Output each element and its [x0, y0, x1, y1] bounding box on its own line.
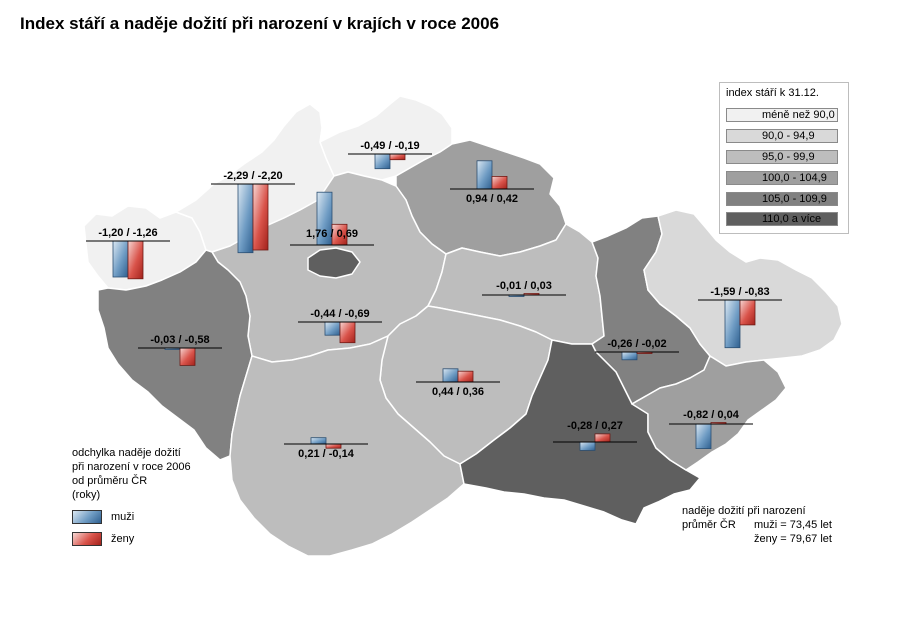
cr-average-label: průměr ČR — [682, 519, 736, 531]
legend-item: méně než 90,0 — [726, 108, 841, 123]
region-value-label: 0,94 / 0,42 — [466, 193, 518, 205]
region-bars-kralovehradecky: 0,94 / 0,42 — [450, 160, 534, 205]
cr-average-note: naděje dožití při narození průměr ČR muži… — [682, 504, 832, 546]
cr-average-men: muži = 73,45 let — [754, 519, 832, 531]
men-bar — [695, 423, 712, 450]
legend-item: 105,0 - 109,9 — [726, 192, 841, 207]
region-value-label: -0,28 / 0,27 — [567, 420, 623, 432]
men-bar — [310, 437, 327, 445]
men-bar — [442, 368, 459, 383]
women-bar — [127, 240, 144, 280]
women-bar — [739, 299, 756, 326]
region-value-label: -2,29 / -2,20 — [223, 170, 282, 182]
region-value-label: -0,44 / -0,69 — [310, 308, 369, 320]
region-bars-ustecky: -2,29 / -2,20 — [211, 170, 295, 254]
region-bars-plzensky: -0,03 / -0,58 — [138, 334, 222, 366]
region-bars-karlovarsky: -1,20 / -1,26 — [86, 227, 170, 280]
legend-label: 105,0 - 109,9 — [762, 193, 827, 205]
women-bar — [457, 370, 474, 383]
women-swatch — [72, 532, 102, 546]
cr-average-line: průměr ČR muži = 73,45 let — [682, 518, 832, 532]
region-bars-praha: 1,76 / 0,69 — [290, 191, 374, 246]
region-value-label: 0,44 / 0,36 — [432, 386, 484, 398]
legend-item: 90,0 - 94,9 — [726, 129, 841, 144]
men-bar — [374, 153, 391, 170]
region-bars-vysocina: 0,44 / 0,36 — [416, 368, 500, 398]
region-value-label: 1,76 / 0,69 — [306, 228, 358, 240]
deviation-legend-line: (roky) — [72, 489, 101, 501]
region-bars-zlinsky: -0,82 / 0,04 — [669, 409, 753, 450]
deviation-legend-line: při narození v roce 2006 — [72, 461, 191, 473]
region-praha — [307, 247, 361, 279]
legend-swatch — [726, 150, 838, 164]
deviation-legend-text: odchylka naděje dožití při narození v ro… — [72, 446, 191, 502]
legend-label: 90,0 - 94,9 — [762, 130, 815, 142]
legend-item: 100,0 - 104,9 — [726, 171, 841, 186]
legend-swatch — [726, 192, 838, 206]
region-value-label: -1,20 / -1,26 — [98, 227, 157, 239]
region-value-label: -0,49 / -0,19 — [360, 140, 419, 152]
deviation-legend-line: od průměru ČR — [72, 475, 148, 487]
region-value-label: -0,26 / -0,02 — [607, 338, 666, 350]
legend-label: méně než 90,0 — [762, 109, 835, 121]
region-bars-pardubicky: -0,01 / 0,03 — [482, 280, 566, 297]
region-bars-stredocesky: -0,44 / -0,69 — [298, 308, 382, 344]
women-bar — [491, 175, 508, 190]
region-value-label: -0,82 / 0,04 — [683, 409, 740, 421]
region-value-label: -1,59 / -0,83 — [710, 286, 769, 298]
index-legend-title: index stáří k 31.12. — [726, 87, 819, 99]
legend-label: 110,0 a více — [762, 213, 822, 225]
legend-label: 100,0 - 104,9 — [762, 172, 827, 184]
men-swatch — [72, 510, 102, 524]
region-bars-liberecky: -0,49 / -0,19 — [348, 140, 432, 170]
region-bars-jihomoravsky: -0,28 / 0,27 — [553, 420, 637, 451]
legend-label: 95,0 - 99,9 — [762, 151, 815, 163]
legend-item: 95,0 - 99,9 — [726, 150, 841, 165]
men-legend-label: muži — [111, 511, 135, 523]
legend-swatch — [726, 212, 838, 226]
region-value-label: -0,01 / 0,03 — [496, 280, 552, 292]
legend-swatch — [726, 108, 838, 122]
men-bar — [621, 351, 638, 361]
cr-average-women: ženy = 79,67 let — [754, 533, 832, 545]
page-title: Index stáří a naděje dožití při narození… — [20, 14, 500, 33]
women-bar — [389, 153, 406, 161]
region-bars-olomoucky: -0,26 / -0,02 — [595, 338, 679, 361]
men-bar — [579, 441, 596, 451]
men-bar — [112, 240, 129, 278]
region-value-label: -0,03 / -0,58 — [150, 334, 209, 346]
region-zlinsky — [631, 355, 787, 471]
cr-average-title: naděje dožití při narození — [682, 505, 806, 517]
women-bar — [594, 433, 611, 443]
women-bar — [339, 321, 356, 344]
deviation-legend-line: odchylka naděje dožití — [72, 447, 181, 459]
cr-average-line: naděje dožití při narození — [682, 504, 806, 518]
men-bar — [324, 321, 341, 336]
cr-average-line: ženy = 79,67 let — [682, 532, 832, 546]
men-bar — [476, 160, 493, 190]
region-jihocesky — [229, 335, 465, 557]
women-legend-label: ženy — [111, 533, 135, 545]
region-moravskoslezsky — [643, 209, 843, 367]
region-bars-moravskoslezsky: -1,59 / -0,83 — [698, 286, 782, 349]
region-bars-jihocesky: 0,21 / -0,14 — [284, 437, 368, 460]
legend-swatch — [726, 171, 838, 185]
men-bar — [237, 183, 254, 254]
legend-swatch — [726, 129, 838, 143]
men-bar — [724, 299, 741, 349]
legend-item: 110,0 a více — [726, 212, 841, 227]
women-bar — [252, 183, 269, 251]
region-value-label: 0,21 / -0,14 — [298, 448, 355, 460]
women-bar — [179, 347, 196, 366]
